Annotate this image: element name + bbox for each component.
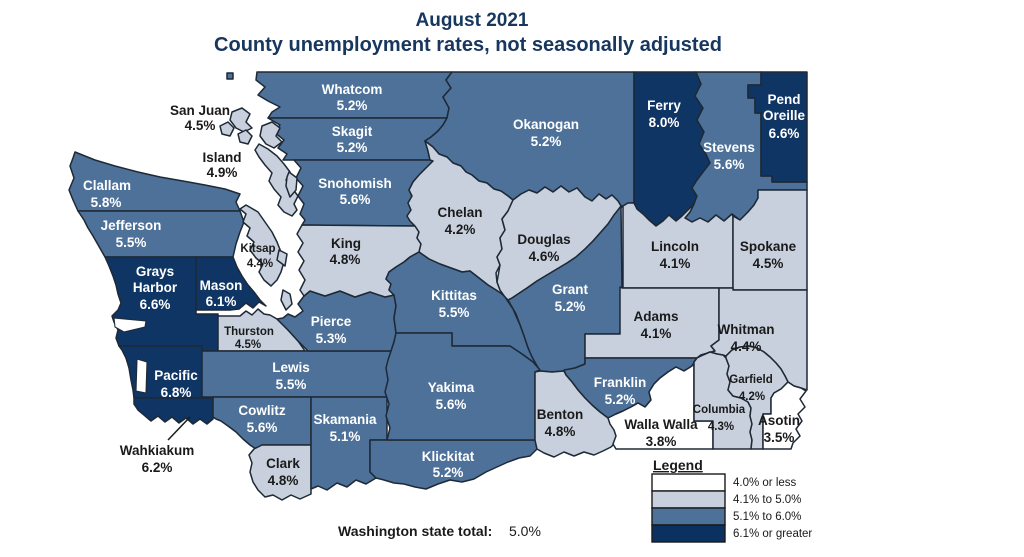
svg-text:Skagit: Skagit bbox=[332, 124, 373, 139]
svg-text:Whitman: Whitman bbox=[718, 322, 775, 337]
svg-text:Island: Island bbox=[202, 150, 241, 165]
svg-text:Cowlitz: Cowlitz bbox=[238, 403, 285, 418]
svg-text:Ferry: Ferry bbox=[647, 98, 681, 113]
svg-text:Kittitas: Kittitas bbox=[431, 288, 477, 303]
svg-text:Franklin: Franklin bbox=[594, 375, 647, 390]
svg-text:5.6%: 5.6% bbox=[436, 397, 467, 412]
svg-text:6.1%: 6.1% bbox=[206, 294, 237, 309]
svg-text:4.3%: 4.3% bbox=[708, 421, 734, 433]
svg-text:Stevens: Stevens bbox=[703, 140, 755, 155]
svg-text:Adams: Adams bbox=[633, 309, 678, 324]
svg-text:4.6%: 4.6% bbox=[529, 249, 560, 264]
svg-text:Yakima: Yakima bbox=[428, 380, 475, 395]
svg-text:Okanogan: Okanogan bbox=[513, 117, 579, 132]
svg-text:Clallam: Clallam bbox=[83, 178, 131, 193]
svg-text:5.5%: 5.5% bbox=[116, 235, 147, 250]
svg-text:Walla Walla: Walla Walla bbox=[624, 417, 698, 432]
svg-text:5.5%: 5.5% bbox=[439, 305, 470, 320]
svg-text:Douglas: Douglas bbox=[517, 232, 570, 247]
svg-text:Lewis: Lewis bbox=[272, 360, 310, 375]
svg-text:Garfield: Garfield bbox=[729, 374, 772, 386]
svg-text:5.6%: 5.6% bbox=[340, 192, 371, 207]
svg-text:Grant: Grant bbox=[552, 282, 589, 297]
svg-text:3.8%: 3.8% bbox=[646, 434, 677, 449]
svg-text:6.6%: 6.6% bbox=[140, 297, 171, 312]
svg-text:Washington state total:: Washington state total: bbox=[338, 523, 492, 539]
svg-text:4.4%: 4.4% bbox=[731, 339, 762, 354]
svg-text:4.4%: 4.4% bbox=[247, 258, 273, 270]
svg-text:Asotin: Asotin bbox=[758, 413, 800, 428]
svg-text:Mason: Mason bbox=[200, 278, 243, 293]
svg-text:5.2%: 5.2% bbox=[433, 465, 464, 480]
svg-text:San Juan: San Juan bbox=[170, 103, 230, 118]
svg-text:5.3%: 5.3% bbox=[316, 331, 347, 346]
svg-text:Clark: Clark bbox=[266, 456, 300, 471]
svg-text:5.6%: 5.6% bbox=[247, 420, 278, 435]
svg-text:Kitsap: Kitsap bbox=[240, 243, 275, 255]
svg-text:Oreille: Oreille bbox=[763, 108, 806, 123]
svg-text:5.1%: 5.1% bbox=[330, 429, 361, 444]
svg-text:4.0% or less: 4.0% or less bbox=[733, 477, 797, 489]
svg-text:5.5%: 5.5% bbox=[276, 377, 307, 392]
svg-text:4.2%: 4.2% bbox=[445, 222, 476, 237]
svg-text:Benton: Benton bbox=[537, 407, 584, 422]
svg-text:5.1% to 6.0%: 5.1% to 6.0% bbox=[733, 511, 801, 523]
svg-text:Whatcom: Whatcom bbox=[322, 82, 383, 97]
svg-text:4.9%: 4.9% bbox=[207, 165, 238, 180]
svg-text:4.8%: 4.8% bbox=[545, 424, 576, 439]
svg-text:5.0%: 5.0% bbox=[509, 523, 541, 539]
svg-text:Grays: Grays bbox=[136, 264, 174, 279]
svg-text:Columbia: Columbia bbox=[693, 404, 746, 416]
svg-text:Lincoln: Lincoln bbox=[651, 239, 699, 254]
svg-text:Skamania: Skamania bbox=[313, 412, 377, 427]
svg-text:Thurston: Thurston bbox=[224, 326, 274, 338]
svg-text:4.5%: 4.5% bbox=[185, 118, 216, 133]
svg-text:6.6%: 6.6% bbox=[769, 126, 800, 141]
svg-text:Wahkiakum: Wahkiakum bbox=[120, 443, 195, 458]
svg-text:5.2%: 5.2% bbox=[531, 134, 562, 149]
svg-text:King: King bbox=[331, 236, 361, 251]
svg-text:4.8%: 4.8% bbox=[330, 252, 361, 267]
svg-text:Legend: Legend bbox=[653, 457, 703, 473]
svg-text:Pierce: Pierce bbox=[311, 314, 352, 329]
svg-text:Snohomish: Snohomish bbox=[318, 176, 392, 191]
svg-text:4.8%: 4.8% bbox=[268, 473, 299, 488]
svg-text:Jefferson: Jefferson bbox=[101, 218, 162, 233]
svg-text:5.6%: 5.6% bbox=[714, 157, 745, 172]
svg-text:4.5%: 4.5% bbox=[753, 256, 784, 271]
svg-text:Harbor: Harbor bbox=[133, 280, 178, 295]
svg-text:4.1%: 4.1% bbox=[641, 326, 672, 341]
svg-text:5.8%: 5.8% bbox=[91, 195, 122, 210]
svg-text:Chelan: Chelan bbox=[437, 205, 482, 220]
svg-text:4.1% to 5.0%: 4.1% to 5.0% bbox=[733, 494, 801, 506]
svg-text:Spokane: Spokane bbox=[740, 239, 797, 254]
svg-text:Pend: Pend bbox=[767, 92, 800, 107]
svg-text:Pacific: Pacific bbox=[154, 368, 198, 383]
svg-text:6.2%: 6.2% bbox=[142, 460, 173, 475]
svg-text:6.1% or greater: 6.1% or greater bbox=[733, 528, 812, 540]
svg-text:5.2%: 5.2% bbox=[337, 98, 368, 113]
svg-text:4.2%: 4.2% bbox=[739, 391, 765, 403]
svg-text:4.5%: 4.5% bbox=[235, 339, 261, 351]
svg-text:3.5%: 3.5% bbox=[764, 430, 795, 445]
svg-text:Klickitat: Klickitat bbox=[422, 449, 475, 464]
svg-text:6.8%: 6.8% bbox=[161, 385, 192, 400]
svg-text:5.2%: 5.2% bbox=[337, 140, 368, 155]
svg-text:4.1%: 4.1% bbox=[660, 256, 691, 271]
svg-text:5.2%: 5.2% bbox=[555, 299, 586, 314]
svg-text:8.0%: 8.0% bbox=[649, 115, 680, 130]
svg-text:5.2%: 5.2% bbox=[605, 392, 636, 407]
